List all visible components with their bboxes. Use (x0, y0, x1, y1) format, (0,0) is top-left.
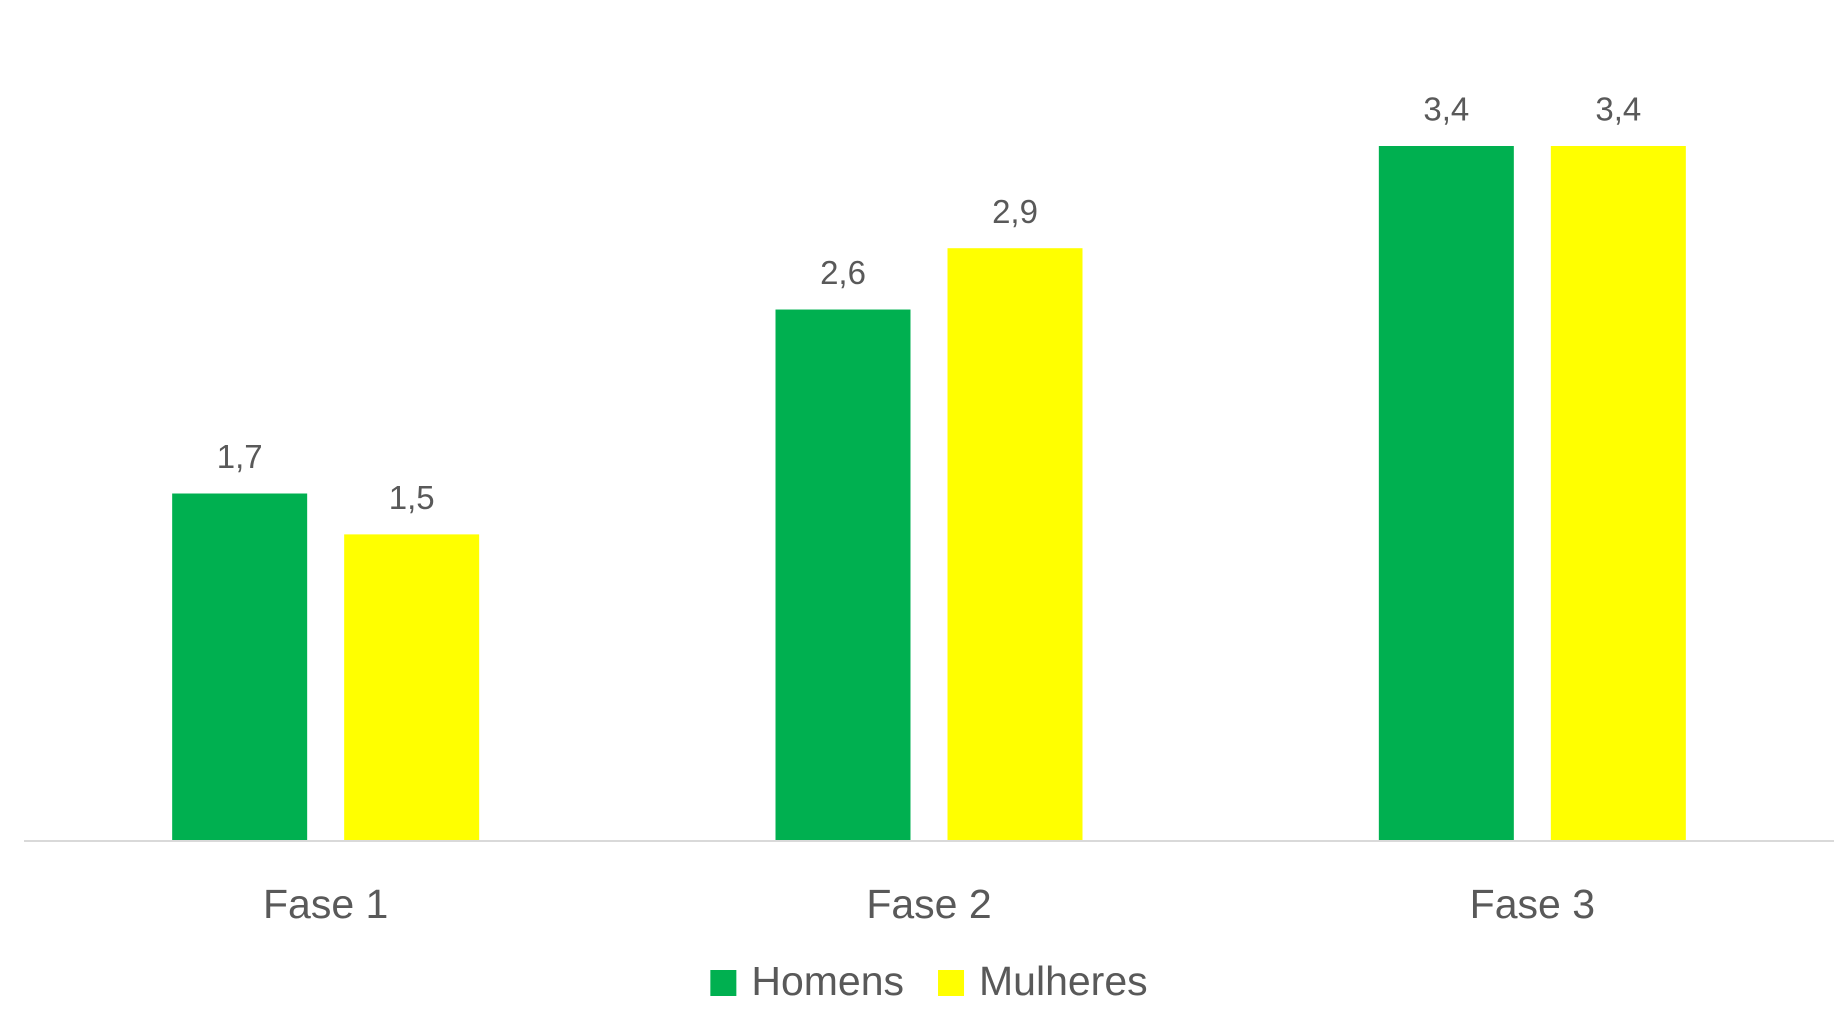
value-label: 1,5 (389, 479, 435, 516)
x-tick-label: Fase 2 (866, 881, 991, 927)
bar (172, 493, 308, 841)
x-tick-label: Fase 1 (263, 881, 388, 927)
bar (1378, 146, 1514, 841)
bar (344, 534, 480, 841)
legend-label: Homens (751, 958, 904, 1004)
value-label: 1,7 (217, 438, 263, 475)
value-label: 3,4 (1595, 91, 1641, 128)
value-label: 2,6 (820, 254, 866, 291)
value-label: 2,9 (992, 193, 1038, 230)
value-label: 3,4 (1423, 91, 1469, 128)
legend-label: Mulheres (979, 958, 1148, 1004)
legend-swatch (938, 970, 965, 996)
bar (775, 309, 911, 841)
bar (1550, 146, 1686, 841)
bar (947, 248, 1083, 842)
x-tick-label: Fase 3 (1470, 881, 1595, 927)
legend-swatch (710, 970, 737, 996)
